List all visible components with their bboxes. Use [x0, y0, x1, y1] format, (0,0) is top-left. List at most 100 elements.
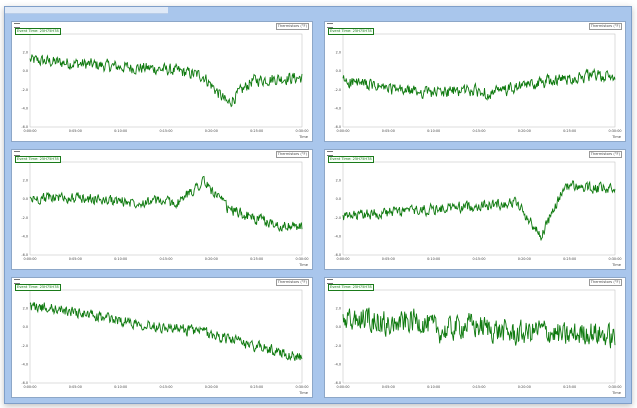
- x-tick-label: 0:00:00: [23, 257, 36, 261]
- chart-panel-3[interactable]: Thermistors (°F)4.02.00.0-2.0-4.0-6.00:0…: [11, 149, 313, 270]
- x-tick-label: 0:05:00: [69, 129, 82, 133]
- y-tick-label: -2.0: [334, 88, 341, 92]
- x-tick-label: 0:15:00: [159, 129, 172, 133]
- x-tick-label: 0:30:00: [295, 385, 308, 389]
- panel-menu-icon[interactable]: [327, 151, 333, 156]
- x-tick-label: 0:20:00: [205, 129, 218, 133]
- chart-panel-4[interactable]: Thermistors (°F)4.02.00.0-2.0-4.0-6.00:0…: [324, 149, 626, 270]
- x-tick-label: 0:05:00: [382, 129, 395, 133]
- x-tick-label: 0:30:00: [608, 385, 621, 389]
- y-tick-label: 0.0: [336, 69, 341, 73]
- source-dropdown[interactable]: Thermistors (°F): [588, 23, 622, 30]
- x-tick-label: 0:15:00: [159, 385, 172, 389]
- x-tick-label: 0:00:00: [336, 385, 349, 389]
- plot-area: [29, 161, 303, 256]
- chart-panel-5[interactable]: Thermistors (°F)4.02.00.0-2.0-4.0-6.00:0…: [11, 277, 313, 398]
- y-tick-label: 2.0: [336, 307, 341, 311]
- x-tick-label: 0:00:00: [336, 257, 349, 261]
- source-dropdown[interactable]: Thermistors (°F): [275, 279, 309, 286]
- chart-panel-2[interactable]: Thermistors (°F)4.02.00.0-2.0-4.0-6.00:0…: [324, 21, 626, 142]
- source-dropdown[interactable]: Thermistors (°F): [588, 279, 622, 286]
- x-tick-label: 0:25:00: [250, 257, 263, 261]
- line-chart[interactable]: 4.02.00.0-2.0-4.0-6.00:00:000:05:000:10:…: [325, 278, 625, 397]
- panel-menu-icon[interactable]: [327, 23, 333, 28]
- y-tick-label: -6.0: [21, 125, 28, 129]
- series-line: [342, 180, 616, 241]
- line-chart[interactable]: 4.02.00.0-2.0-4.0-6.00:00:000:05:000:10:…: [325, 22, 625, 141]
- y-tick-label: 0.0: [23, 325, 28, 329]
- y-tick-label: -2.0: [334, 216, 341, 220]
- x-tick-label: 0:00:00: [23, 385, 36, 389]
- panel-menu-icon[interactable]: [327, 279, 333, 284]
- x-tick-label: 0:30:00: [295, 129, 308, 133]
- x-tick-label: 0:25:00: [563, 385, 576, 389]
- y-tick-label: 2.0: [336, 179, 341, 183]
- x-tick-label: 0:15:00: [472, 257, 485, 261]
- x-axis-label: Time: [299, 391, 308, 395]
- line-chart[interactable]: 4.02.00.0-2.0-4.0-6.00:00:000:05:000:10:…: [12, 22, 312, 141]
- line-chart[interactable]: 4.02.00.0-2.0-4.0-6.00:00:000:05:000:10:…: [12, 150, 312, 269]
- x-tick-label: 0:00:00: [336, 129, 349, 133]
- x-tick-label: 0:10:00: [427, 129, 440, 133]
- x-tick-label: 0:25:00: [563, 257, 576, 261]
- plot-area: [29, 33, 303, 128]
- series-line: [29, 301, 303, 362]
- x-axis-label: Time: [612, 263, 621, 267]
- x-tick-label: 0:30:00: [608, 129, 621, 133]
- y-tick-label: -2.0: [21, 88, 28, 92]
- source-dropdown[interactable]: Thermistors (°F): [275, 23, 309, 30]
- y-tick-label: -6.0: [334, 125, 341, 129]
- legend-box: Event Time: 25H75H78: [328, 284, 374, 291]
- x-tick-label: 0:20:00: [518, 385, 531, 389]
- line-chart[interactable]: 4.02.00.0-2.0-4.0-6.00:00:000:05:000:10:…: [12, 278, 312, 397]
- legend-box: Event Time: 25H75H78: [15, 28, 61, 35]
- y-tick-label: -6.0: [21, 381, 28, 385]
- x-tick-label: 0:00:00: [23, 129, 36, 133]
- app-window: Thermistors (°F)4.02.00.0-2.0-4.0-6.00:0…: [4, 6, 632, 404]
- legend-box: Event Time: 25H75H78: [328, 156, 374, 163]
- legend-box: Event Time: 25H75H78: [328, 28, 374, 35]
- y-tick-label: -4.0: [334, 106, 341, 110]
- x-tick-label: 0:05:00: [382, 385, 395, 389]
- plot-area: [342, 289, 616, 384]
- source-dropdown[interactable]: Thermistors (°F): [588, 151, 622, 158]
- source-dropdown[interactable]: Thermistors (°F): [275, 151, 309, 158]
- chart-panel-1[interactable]: Thermistors (°F)4.02.00.0-2.0-4.0-6.00:0…: [11, 21, 313, 142]
- series-line: [342, 67, 616, 101]
- panel-menu-icon[interactable]: [14, 279, 20, 284]
- series-line: [29, 175, 303, 233]
- y-tick-label: -2.0: [21, 216, 28, 220]
- panel-menu-icon[interactable]: [14, 151, 20, 156]
- panel-grid: Thermistors (°F)4.02.00.0-2.0-4.0-6.00:0…: [11, 21, 627, 401]
- y-tick-label: 0.0: [23, 69, 28, 73]
- x-tick-label: 0:15:00: [472, 129, 485, 133]
- y-tick-label: -4.0: [21, 234, 28, 238]
- x-tick-label: 0:15:00: [159, 257, 172, 261]
- y-tick-label: -6.0: [21, 253, 28, 257]
- legend-box: Event Time: 25H75H78: [15, 284, 61, 291]
- y-tick-label: -2.0: [334, 344, 341, 348]
- x-tick-label: 0:10:00: [427, 385, 440, 389]
- plot-area: [342, 161, 616, 256]
- y-tick-label: -6.0: [334, 381, 341, 385]
- y-tick-label: -4.0: [334, 234, 341, 238]
- x-axis-label: Time: [612, 391, 621, 395]
- x-axis-label: Time: [612, 135, 621, 139]
- x-tick-label: 0:25:00: [250, 129, 263, 133]
- window-title-bar[interactable]: [5, 7, 168, 14]
- x-tick-label: 0:20:00: [205, 257, 218, 261]
- legend-box: Event Time: 25H75H78: [15, 156, 61, 163]
- chart-panel-6[interactable]: Thermistors (°F)4.02.00.0-2.0-4.0-6.00:0…: [324, 277, 626, 398]
- plot-area: [342, 33, 616, 128]
- x-tick-label: 0:15:00: [472, 385, 485, 389]
- x-tick-label: 0:10:00: [114, 385, 127, 389]
- x-tick-label: 0:20:00: [518, 129, 531, 133]
- x-tick-label: 0:25:00: [563, 129, 576, 133]
- series-line: [29, 54, 303, 108]
- line-chart[interactable]: 4.02.00.0-2.0-4.0-6.00:00:000:05:000:10:…: [325, 150, 625, 269]
- panel-menu-icon[interactable]: [14, 23, 20, 28]
- x-tick-label: 0:10:00: [114, 257, 127, 261]
- x-tick-label: 0:20:00: [205, 385, 218, 389]
- x-tick-label: 0:05:00: [69, 257, 82, 261]
- x-tick-label: 0:25:00: [250, 385, 263, 389]
